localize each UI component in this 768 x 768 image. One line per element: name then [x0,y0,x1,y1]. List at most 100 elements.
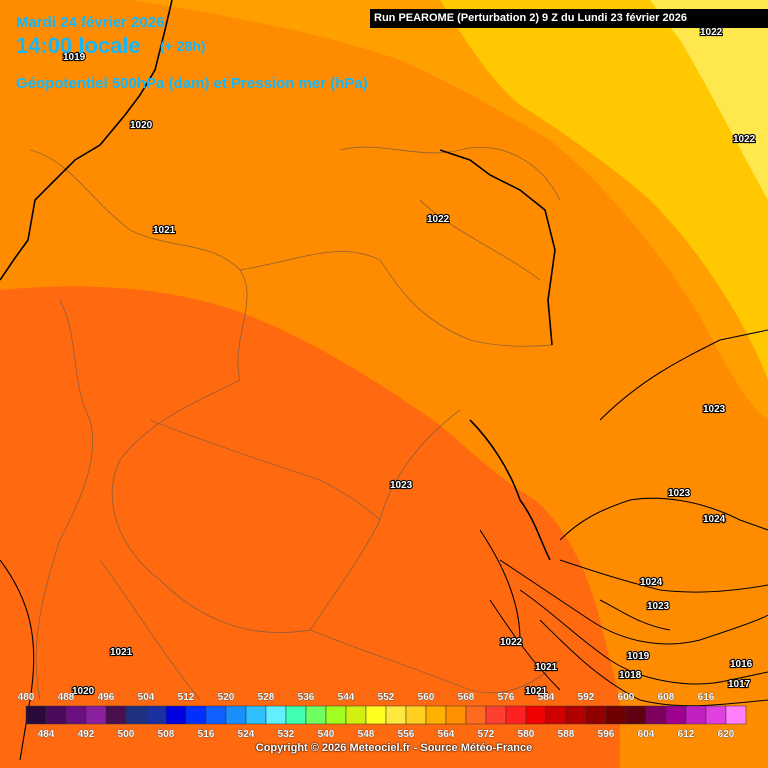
scale-swatch [105,705,127,725]
isobar-label: 1018 [619,670,642,681]
isobar-label: 1017 [728,679,751,690]
isobar-label: 1021 [153,225,176,236]
country-borders [0,0,556,561]
scale-swatch [605,705,627,725]
scale-swatch [645,705,667,725]
scale-tick-label: 592 [578,692,595,703]
model-run-banner: Run PEAROME (Perturbation 2) 9 Z du Lund… [370,9,768,28]
scale-swatch [345,705,367,725]
isobar-label: 1022 [733,134,756,145]
scale-swatch [365,705,387,725]
scale-swatch [505,705,527,725]
scale-swatch [165,705,187,725]
scale-swatch [705,705,727,725]
scale-swatch [525,705,547,725]
isobar-label: 1023 [647,601,670,612]
coast-lines [0,329,768,761]
scale-swatch [625,705,647,725]
forecast-time: 14:00 locale [16,33,141,58]
band-556-560 [440,0,768,380]
scale-tick-label: 520 [218,692,235,703]
isobar-labels: 1019 1020 1021 1022 1022 1022 1023 1023 … [62,26,757,698]
scale-tick-label: 560 [418,692,435,703]
isobar-label: 1022 [700,27,723,38]
scale-tick-label: 576 [498,692,515,703]
scale-swatch [125,705,147,725]
scale-swatch [545,705,567,725]
scale-swatch [145,705,167,725]
isobar-label: 1019 [63,52,86,63]
scale-swatch [325,705,347,725]
scale-tick-label: 604 [638,729,655,740]
scale-swatch [385,705,407,725]
scale-tick-label: 612 [678,729,695,740]
copyright-notice: Copyright © 2026 Meteociel.fr - Source M… [255,742,533,754]
isobar-label: 1022 [427,214,450,225]
scale-tick-label: 536 [298,692,315,703]
scale-tick-label: 616 [698,692,715,703]
scale-tick-label: 516 [198,729,215,740]
scale-tick-label: 608 [658,692,675,703]
band-568-572 [0,286,620,768]
scale-swatch [225,705,247,725]
scale-swatch [465,705,487,725]
scale-swatch [665,705,687,725]
isobar-label: 1019 [627,651,650,662]
scale-swatch [725,705,747,725]
scale-tick-label: 488 [58,692,75,703]
isobar-label: 1021 [525,686,548,697]
scale-swatch [565,705,587,725]
scale-swatch [25,705,47,725]
scale-tick-label: 484 [38,729,55,740]
scale-tick-label: 568 [458,692,475,703]
scale-tick-label: 500 [118,729,135,740]
scale-swatch [205,705,227,725]
isobar-label: 1023 [703,404,726,415]
isobar-label: 1022 [500,637,523,648]
scale-tick-label: 504 [138,692,155,703]
scale-swatch [285,705,307,725]
isobar-label: 1021 [535,662,558,673]
scale-tick-label: 552 [378,692,395,703]
scale-tick-label: 524 [238,729,255,740]
scale-swatch [265,705,287,725]
scale-tick-label: 528 [258,692,275,703]
scale-tick-label: 580 [518,729,535,740]
scale-swatch [425,705,447,725]
field-title: Géopotentiel 500hPa (dam) et Pression me… [16,75,368,92]
scale-swatch [45,705,67,725]
scale-tick-label: 620 [718,729,735,740]
scale-tick-label: 540 [318,729,335,740]
scale-swatch [185,705,207,725]
scale-swatch [65,705,87,725]
scale-tick-label: 508 [158,729,175,740]
isobar-label: 1023 [668,488,691,499]
isobar-label: 1024 [703,514,726,525]
scale-tick-label: 532 [278,729,295,740]
forecast-date: Mardi 24 février 2026 [16,14,165,31]
forecast-lead-time: (+ 28h) [160,38,206,54]
scale-tick-label: 596 [598,729,615,740]
scale-tick-label: 588 [558,729,575,740]
isobar-label: 1016 [730,659,753,670]
scale-swatch [445,705,467,725]
isobar-label: 1024 [640,577,663,588]
band-552-556 [650,0,768,200]
scale-swatch [305,705,327,725]
scale-swatch [85,705,107,725]
isobar-label: 1020 [130,120,153,131]
scale-swatch [585,705,607,725]
scale-swatch [405,705,427,725]
scale-tick-label: 544 [338,692,355,703]
color-scale-legend: 480 488 496 504 512 520 528 536 544 552 560 568 576 5… [17,692,747,740]
scale-tick-label: 564 [438,729,455,740]
scale-tick-label: 512 [178,692,195,703]
scale-tick-label: 496 [98,692,115,703]
scale-tick-label: 556 [398,729,415,740]
scale-swatch [485,705,507,725]
relief-contours [489,559,768,707]
scale-tick-label: 600 [618,692,635,703]
scale-swatch [245,705,267,725]
scale-swatch [685,705,707,725]
